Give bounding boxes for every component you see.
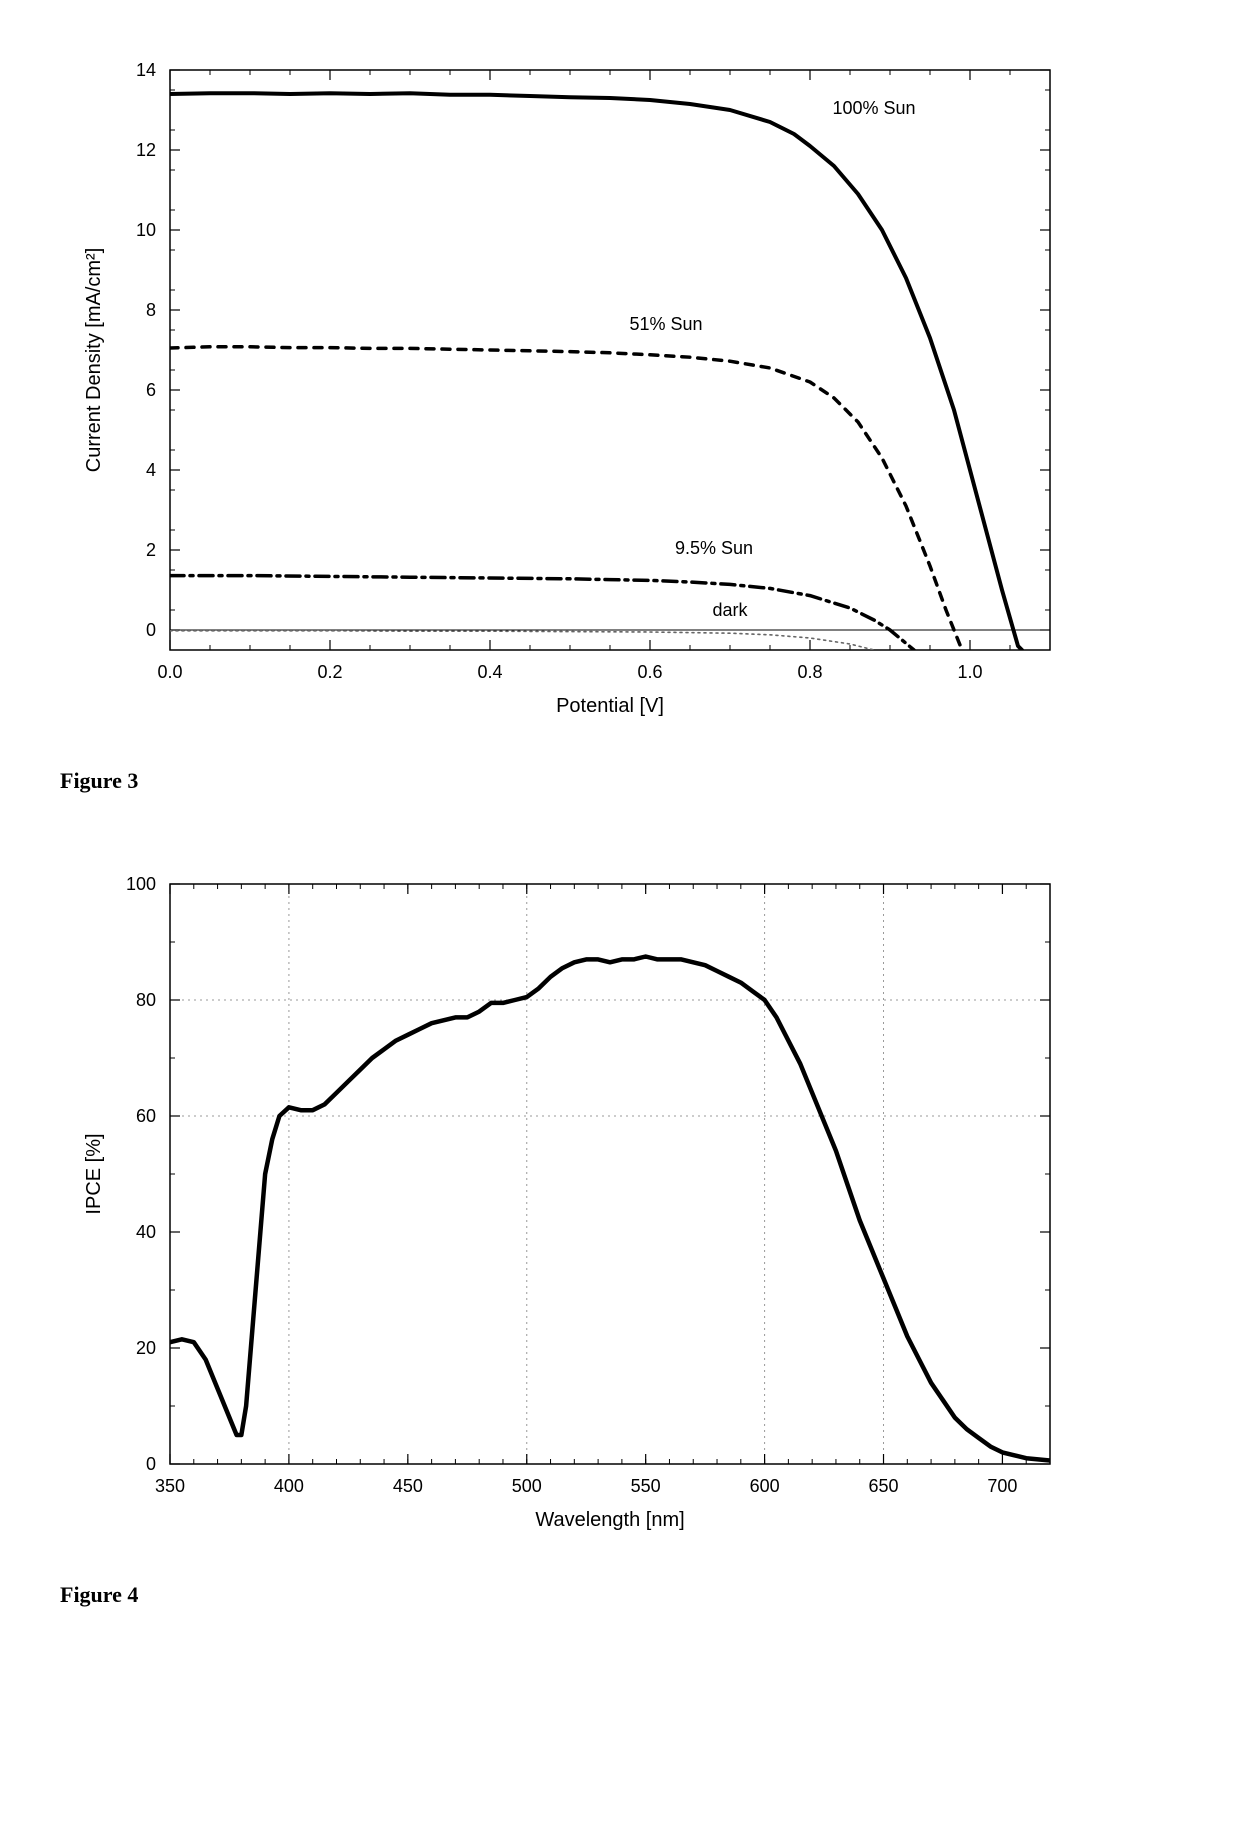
svg-text:350: 350 bbox=[155, 1476, 185, 1496]
svg-text:100% Sun: 100% Sun bbox=[832, 98, 915, 118]
svg-text:0: 0 bbox=[146, 1454, 156, 1474]
svg-text:14: 14 bbox=[136, 60, 156, 80]
svg-text:500: 500 bbox=[512, 1476, 542, 1496]
figure-4-block: 350 400 450 500 550 600 650 700 0 20 40 60 80 100 Wave… bbox=[40, 854, 1200, 1608]
svg-text:Potential [V]: Potential [V] bbox=[556, 695, 664, 717]
svg-text:8: 8 bbox=[146, 300, 156, 320]
svg-text:400: 400 bbox=[274, 1476, 304, 1496]
figure-3-block: 0.0 0.2 0.4 0.6 0.8 1.0 0 2 4 6 8 10 12 14 Potential [… bbox=[40, 40, 1200, 794]
svg-text:6: 6 bbox=[146, 380, 156, 400]
figure-4-caption: Figure 4 bbox=[60, 1582, 1200, 1608]
svg-text:100: 100 bbox=[126, 874, 156, 894]
svg-text:2: 2 bbox=[146, 540, 156, 560]
svg-text:0.2: 0.2 bbox=[317, 662, 342, 682]
svg-text:0.8: 0.8 bbox=[797, 662, 822, 682]
svg-text:12: 12 bbox=[136, 140, 156, 160]
svg-text:10: 10 bbox=[136, 220, 156, 240]
svg-text:650: 650 bbox=[868, 1476, 898, 1496]
svg-text:0: 0 bbox=[146, 620, 156, 640]
svg-text:dark: dark bbox=[712, 600, 748, 620]
svg-text:IPCE [%]: IPCE [%] bbox=[83, 1133, 105, 1214]
svg-text:20: 20 bbox=[136, 1338, 156, 1358]
figure-4-chart: 350 400 450 500 550 600 650 700 0 20 40 60 80 100 Wave… bbox=[40, 854, 1200, 1574]
svg-text:550: 550 bbox=[631, 1476, 661, 1496]
svg-text:60: 60 bbox=[136, 1106, 156, 1126]
svg-text:0.0: 0.0 bbox=[157, 662, 182, 682]
svg-text:40: 40 bbox=[136, 1222, 156, 1242]
svg-text:80: 80 bbox=[136, 990, 156, 1010]
svg-text:Current Density [mA/cm²]: Current Density [mA/cm²] bbox=[83, 248, 105, 472]
figure-3-chart: 0.0 0.2 0.4 0.6 0.8 1.0 0 2 4 6 8 10 12 14 Potential [… bbox=[40, 40, 1200, 760]
svg-text:700: 700 bbox=[987, 1476, 1017, 1496]
svg-text:Wavelength [nm]: Wavelength [nm] bbox=[535, 1509, 684, 1531]
svg-text:0.4: 0.4 bbox=[477, 662, 502, 682]
svg-text:9.5% Sun: 9.5% Sun bbox=[675, 538, 753, 558]
figure-3-caption: Figure 3 bbox=[60, 768, 1200, 794]
svg-text:600: 600 bbox=[750, 1476, 780, 1496]
svg-text:51% Sun: 51% Sun bbox=[629, 314, 702, 334]
svg-text:1.0: 1.0 bbox=[957, 662, 982, 682]
svg-text:0.6: 0.6 bbox=[637, 662, 662, 682]
svg-text:450: 450 bbox=[393, 1476, 423, 1496]
svg-text:4: 4 bbox=[146, 460, 156, 480]
